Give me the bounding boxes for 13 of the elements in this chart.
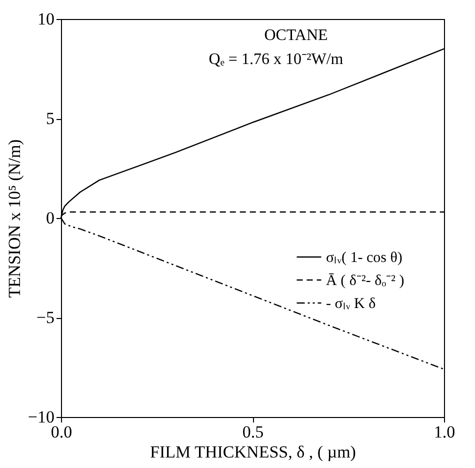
x-axis-title: FILM THICKNESS, δ , ( µm) — [150, 442, 356, 462]
y-tick-label: 5 — [46, 109, 54, 128]
y-tick-label: −5 — [36, 308, 54, 327]
annotation: Qₑ = 1.76 x 10⁻²W/m — [208, 51, 344, 68]
x-tick-label: 1.0 — [434, 422, 456, 442]
y-tick-label: 0 — [46, 208, 54, 228]
legend-label: - σₗᵥ K δ — [326, 296, 376, 312]
y-tick-label: 10 — [38, 10, 54, 28]
legend-label: σₗᵥ( 1- cos θ) — [326, 250, 402, 266]
y-axis-title: TENSION x 10⁵ (N/m) — [4, 139, 24, 298]
x-tick-label: 0.5 — [242, 422, 264, 442]
legend-label: Ā ( δ⁻²- δₒ⁻² ) — [326, 273, 404, 289]
annotation: OCTANE — [264, 27, 328, 44]
